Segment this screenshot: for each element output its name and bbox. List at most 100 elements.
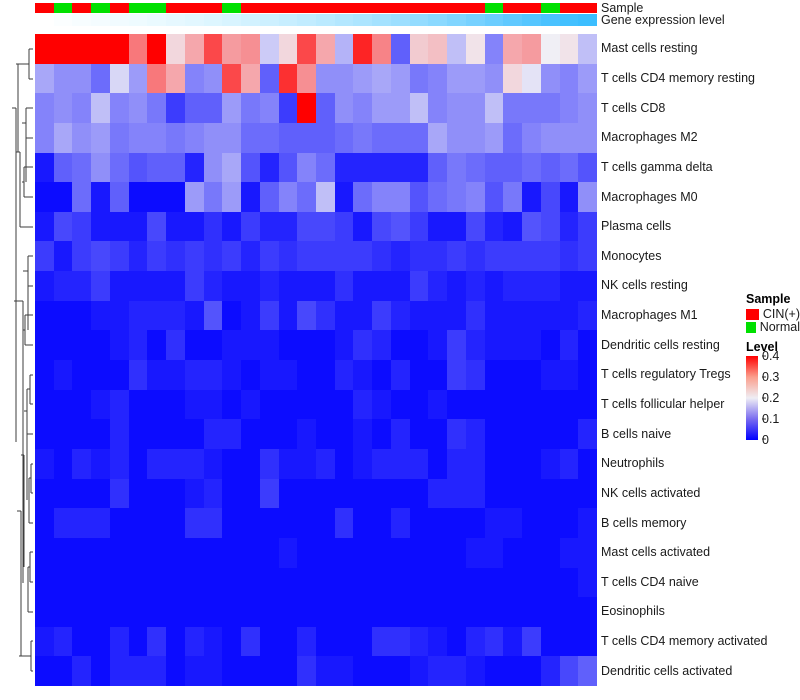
gene-expression-annotation-cell	[372, 14, 391, 26]
heatmap-cell	[316, 330, 335, 361]
heatmap-cell	[334, 271, 354, 301]
heatmap-cell	[109, 656, 129, 687]
heatmap-cell	[147, 122, 167, 153]
heatmap-cell	[559, 419, 579, 449]
heatmap-cell	[35, 508, 54, 538]
heatmap-cell	[184, 389, 204, 420]
heatmap-cell	[53, 300, 73, 331]
heatmap-cell	[166, 122, 185, 153]
colorbar-tick-label: 0.2	[762, 391, 780, 405]
heatmap-cell	[241, 478, 260, 509]
heatmap-cell	[91, 211, 110, 242]
heatmap-cell	[53, 508, 73, 538]
heatmap-cell	[203, 567, 223, 598]
heatmap-cell	[278, 182, 298, 212]
heatmap-cell	[109, 211, 129, 242]
legend-key-label: Normal	[759, 320, 800, 334]
heatmap-cell	[241, 537, 260, 568]
gene-expression-annotation-cell	[316, 14, 335, 26]
heatmap-cell	[147, 508, 167, 538]
heatmap-cell	[203, 626, 223, 657]
heatmap-cell	[147, 63, 167, 94]
heatmap-cell	[484, 537, 504, 568]
sample-annotation-cell	[53, 3, 73, 13]
heatmap-cell	[259, 537, 279, 568]
heatmap-cell	[372, 389, 391, 420]
heatmap-cell	[35, 478, 54, 509]
heatmap-cell	[297, 241, 317, 272]
heatmap-cell	[72, 626, 92, 657]
heatmap-cell	[259, 389, 279, 420]
heatmap-cell	[353, 656, 373, 687]
sample-annotation-cell	[109, 3, 129, 13]
heatmap-cell	[334, 626, 354, 657]
heatmap-cell	[390, 389, 410, 420]
heatmap-cell	[109, 597, 129, 627]
heatmap-cell	[409, 389, 429, 420]
heatmap-cell	[222, 211, 242, 242]
heatmap-cell	[166, 597, 185, 627]
heatmap-cell	[166, 448, 185, 479]
heatmap-cell	[184, 478, 204, 509]
row-label: Macrophages M1	[601, 308, 698, 323]
heatmap-cell	[166, 330, 185, 361]
heatmap-cell	[128, 122, 148, 153]
heatmap-cell	[465, 34, 485, 64]
row-label: T cells CD4 memory activated	[601, 634, 768, 649]
heatmap-cell	[203, 271, 223, 301]
heatmap-cell	[297, 360, 317, 390]
heatmap-cell	[522, 122, 541, 153]
heatmap-cell	[390, 537, 410, 568]
heatmap-cell	[353, 34, 373, 64]
heatmap-cell	[316, 537, 335, 568]
heatmap-cell	[578, 63, 598, 94]
heatmap-cell	[147, 567, 167, 598]
heatmap-cell	[465, 63, 485, 94]
heatmap-cell	[35, 34, 54, 64]
heatmap-cell	[241, 389, 260, 420]
heatmap-cell	[222, 122, 242, 153]
heatmap-cell	[447, 122, 466, 153]
heatmap-cell	[390, 300, 410, 331]
heatmap-cell	[72, 448, 92, 479]
heatmap-cell	[316, 626, 335, 657]
heatmap-cell	[109, 330, 129, 361]
heatmap-cell	[184, 122, 204, 153]
gene-expression-annotation-cell	[447, 14, 466, 26]
heatmap-cell	[166, 537, 185, 568]
heatmap-cell	[166, 182, 185, 212]
heatmap-cell	[522, 567, 541, 598]
heatmap-cell	[278, 537, 298, 568]
sample-annotation-cell	[203, 3, 223, 13]
heatmap-cell	[128, 389, 148, 420]
heatmap-cell	[53, 152, 73, 183]
heatmap-cell	[278, 241, 298, 272]
heatmap-cell	[35, 330, 54, 361]
heatmap-cell	[35, 271, 54, 301]
heatmap-cell	[128, 182, 148, 212]
heatmap-cell	[222, 300, 242, 331]
heatmap-cell	[222, 478, 242, 509]
heatmap-cell	[372, 567, 391, 598]
gene-expression-annotation-cell	[147, 14, 167, 26]
heatmap-cell	[222, 656, 242, 687]
heatmap-cell	[297, 656, 317, 687]
heatmap-cell	[484, 271, 504, 301]
heatmap-cell	[147, 241, 167, 272]
heatmap-cell	[297, 419, 317, 449]
heatmap-cell	[353, 300, 373, 331]
heatmap-cell	[109, 241, 129, 272]
heatmap-cell	[522, 448, 541, 479]
heatmap-cell	[35, 182, 54, 212]
heatmap-cell	[109, 152, 129, 183]
heatmap-cell	[540, 508, 560, 538]
heatmap-cell	[372, 448, 391, 479]
sample-annotation-cell	[128, 3, 148, 13]
heatmap-row	[35, 271, 598, 301]
heatmap-cell	[447, 34, 466, 64]
heatmap-cell	[559, 360, 579, 390]
heatmap-cell	[147, 448, 167, 479]
heatmap-cell	[465, 241, 485, 272]
heatmap-cell	[35, 122, 54, 153]
heatmap-cell	[91, 597, 110, 627]
